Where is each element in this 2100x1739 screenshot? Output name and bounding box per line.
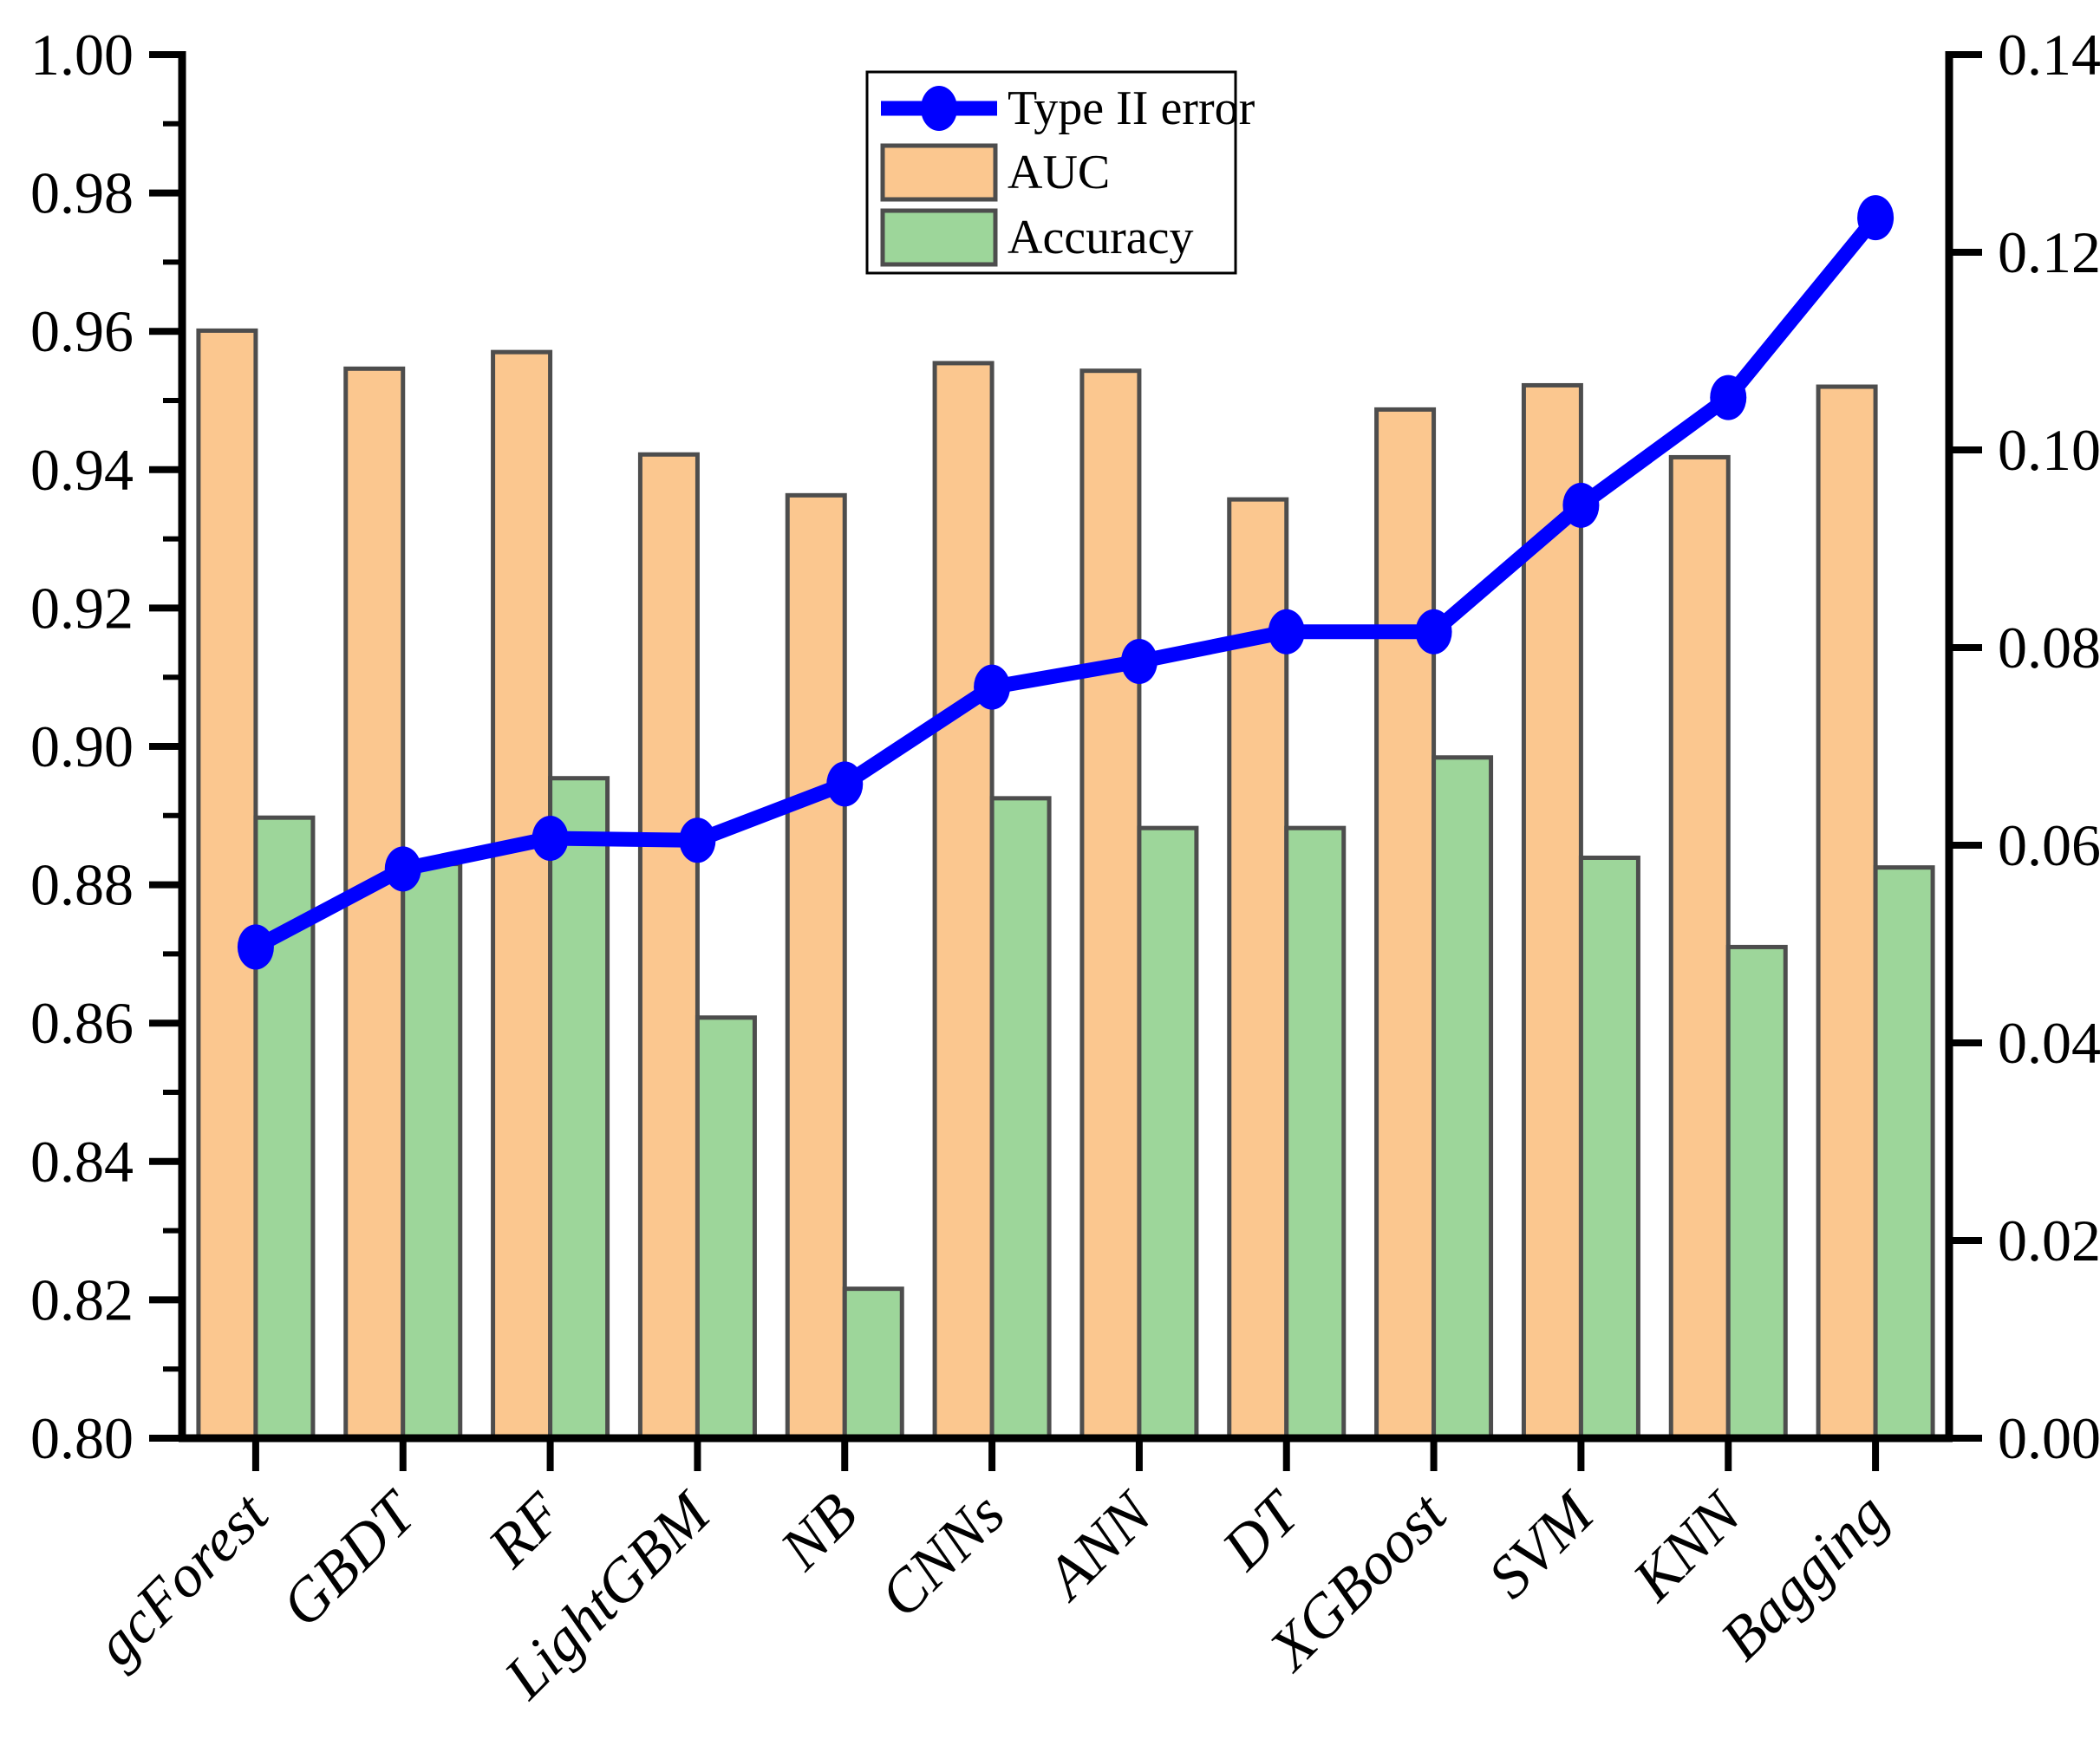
bar-accuracy-XGBoost <box>1432 755 1494 1441</box>
type2-error-marker-SVM <box>1562 482 1600 528</box>
legend-swatch-auc <box>880 143 998 202</box>
type2-error-marker-CNNs <box>974 664 1011 710</box>
right-axis-tick-label: 0.00 <box>1998 1405 2100 1471</box>
bar-auc-RF <box>491 349 553 1441</box>
right-axis-tick-label: 0.14 <box>1998 22 2100 88</box>
type2-error-marker-LightGBM <box>679 817 716 863</box>
left-axis-tick-label: 0.84 <box>30 1129 134 1195</box>
bar-accuracy-LightGBM <box>695 1015 757 1441</box>
bar-accuracy-KNN <box>1725 944 1788 1441</box>
bar-auc-CNNs <box>932 361 995 1441</box>
bar-accuracy-gcForest <box>253 815 316 1441</box>
left-axis-tick-label: 0.86 <box>30 990 134 1056</box>
bar-accuracy-DT <box>1284 825 1347 1441</box>
type2-error-marker-KNN <box>1710 375 1747 420</box>
bar-auc-gcForest <box>196 328 258 1441</box>
type2-error-marker-ANN <box>1120 638 1158 684</box>
type2-error-line-group <box>237 195 1895 970</box>
right-axis-tick-label: 0.04 <box>1998 1010 2100 1076</box>
legend-label-type2-error: Type II error <box>1008 81 1255 135</box>
legend-label-accuracy: Accuracy <box>1008 211 1194 264</box>
left-axis-tick-label: 0.82 <box>30 1267 134 1332</box>
right-axis-tick-label: 0.08 <box>1998 615 2100 681</box>
left-axis-tick-label: 0.98 <box>30 160 134 226</box>
right-axis-tick-label: 0.06 <box>1998 812 2100 878</box>
bar-auc-KNN <box>1668 454 1731 1441</box>
left-axis-tick-label: 0.94 <box>30 437 134 503</box>
legend-label-auc: AUC <box>1008 146 1110 199</box>
left-axis-tick-label: 1.00 <box>30 22 134 88</box>
type2-error-line <box>251 212 1882 954</box>
left-axis-tick-label: 0.90 <box>30 713 134 779</box>
left-axis-tick-label: 0.88 <box>30 852 134 918</box>
bar-auc-GBDT <box>343 366 406 1441</box>
bar-auc-NB <box>785 492 847 1441</box>
bar-accuracy-GBDT <box>401 862 463 1441</box>
bar-accuracy-ANN <box>1137 825 1199 1441</box>
type2-error-marker-NB <box>826 761 864 807</box>
type2-error-marker-RF <box>532 816 569 862</box>
left-axis-tick-label: 0.92 <box>30 575 134 641</box>
legend-swatch-accuracy <box>880 208 998 267</box>
bar-auc-LightGBM <box>637 452 700 1441</box>
x-axis-label-GBDT: GBDT <box>269 1477 431 1639</box>
type2-error-marker-GBDT <box>384 846 421 892</box>
bar-auc-Bagging <box>1816 384 1878 1441</box>
x-axis-label-NB: NB <box>767 1481 870 1583</box>
x-axis-label-ANN: ANN <box>1032 1479 1167 1614</box>
x-axis-label-RF: RF <box>475 1480 577 1581</box>
axes-group: 0.80 0.82 0.84 0.86 0.88 0.90 0.92 0.94 0.96 0.98… <box>30 22 2100 1712</box>
right-axis-tick-label: 0.02 <box>1998 1208 2100 1273</box>
type2-error-marker-XGBoost <box>1415 609 1452 655</box>
bar-auc-ANN <box>1079 368 1142 1441</box>
x-axis-label-CNNs: CNNs <box>868 1481 1018 1631</box>
bars-group <box>196 328 1935 1441</box>
right-axis-tick-label: 0.10 <box>1998 417 2100 483</box>
bar-accuracy-CNNs <box>989 796 1052 1441</box>
legend: Type II error AUC Accuracy <box>865 70 1255 275</box>
bar-accuracy-Bagging <box>1873 865 1935 1441</box>
bar-accuracy-SVM <box>1578 855 1640 1441</box>
x-axis-label-Bagging: Bagging <box>1708 1481 1901 1673</box>
left-axis-tick-label: 0.96 <box>30 298 134 364</box>
x-axis-label-SVM: SVM <box>1476 1478 1608 1611</box>
bar-auc-XGBoost <box>1374 407 1437 1441</box>
right-axis-tick-label: 0.12 <box>1998 219 2100 285</box>
bar-accuracy-NB <box>842 1286 904 1441</box>
x-axis-label-gcForest: gcForest <box>83 1480 283 1679</box>
bar-accuracy-RF <box>548 776 610 1441</box>
type2-error-marker-Bagging <box>1857 195 1895 241</box>
x-axis-label-DT: DT <box>1210 1477 1315 1583</box>
left-axis-tick-label: 0.80 <box>30 1405 134 1471</box>
type2-error-marker-DT <box>1268 609 1305 655</box>
type2-error-marker-gcForest <box>237 924 274 970</box>
legend-marker-sample <box>921 86 957 131</box>
x-axis-label-KNN: KNN <box>1620 1479 1756 1615</box>
